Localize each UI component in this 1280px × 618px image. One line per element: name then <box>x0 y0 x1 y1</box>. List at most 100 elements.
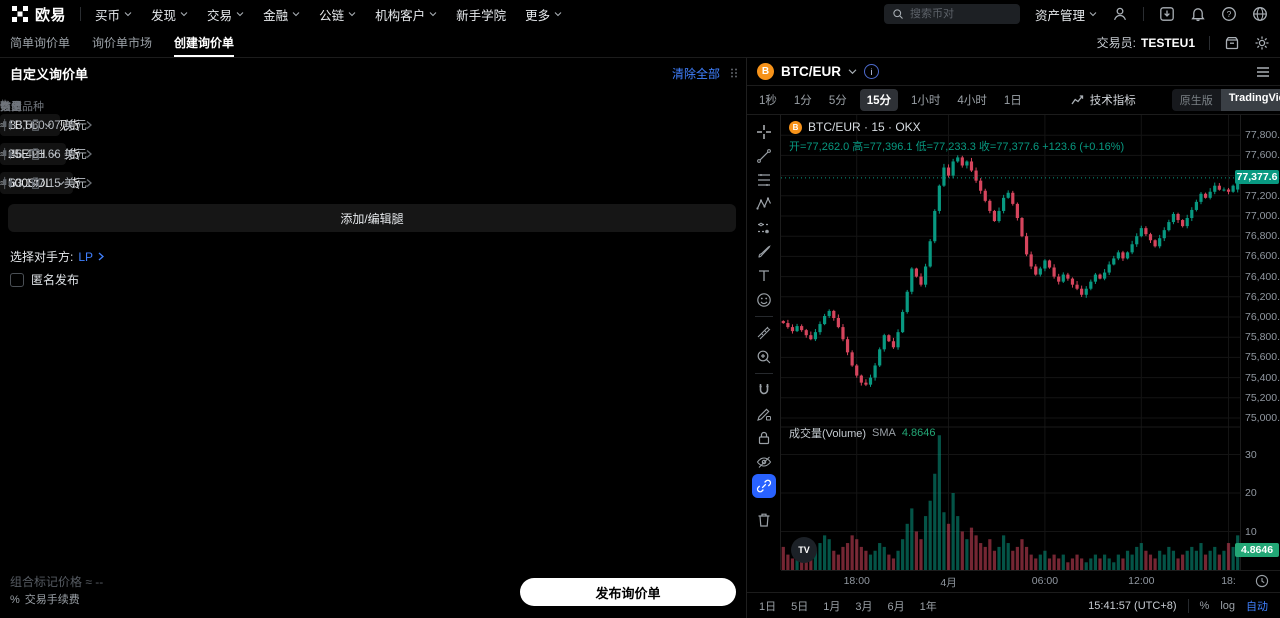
menu-item-trade[interactable]: 交易 <box>207 5 244 24</box>
fib-tool-icon[interactable] <box>752 168 776 192</box>
download-app-icon[interactable] <box>1159 6 1175 22</box>
percent-scale-button[interactable]: % <box>1199 599 1210 612</box>
time-axis-label: 18: <box>1221 575 1236 587</box>
crosshair-tool-icon[interactable] <box>752 120 776 144</box>
delete-leg-icon[interactable] <box>28 146 43 161</box>
legend-title: BTC/EUR · 15 · OKX <box>808 120 921 134</box>
mini-chart-icon[interactable] <box>0 146 15 161</box>
menu-item-academy[interactable]: 新手学院 <box>456 8 507 23</box>
price-axis-label: 76,800.0 <box>1245 230 1280 243</box>
mini-chart-icon[interactable] <box>0 117 15 132</box>
chart-header: B BTC/EUR i <box>747 58 1280 86</box>
menu-item-finance[interactable]: 金融 <box>263 5 300 24</box>
gear-icon[interactable] <box>1254 35 1270 51</box>
history-box-icon[interactable] <box>1224 35 1240 51</box>
counterparty-value[interactable]: LP <box>78 249 94 264</box>
tab-create-rfq[interactable]: 创建询价单 <box>174 28 235 57</box>
sync-drawings-icon[interactable] <box>751 474 776 498</box>
publish-rfq-button[interactable]: 发布询价单 <box>520 578 736 606</box>
help-icon[interactable]: ? <box>1221 6 1237 22</box>
indicators-button[interactable]: 技术指标 <box>1071 92 1136 108</box>
interval-1s[interactable]: 1秒 <box>759 95 777 107</box>
menu-item-chain[interactable]: 公链 <box>319 5 356 24</box>
brush-tool-icon[interactable] <box>752 240 776 264</box>
range-1d[interactable]: 1日 <box>759 600 777 613</box>
emoji-tool-icon[interactable] <box>752 288 776 312</box>
hide-drawings-icon[interactable] <box>752 450 776 474</box>
ruler-tool-icon[interactable] <box>752 321 776 345</box>
clock-icon[interactable] <box>1255 574 1269 588</box>
chevron-down-icon <box>50 151 58 156</box>
interval-1m[interactable]: 1分 <box>793 95 812 107</box>
pattern-tool-icon[interactable] <box>752 192 776 216</box>
search-box[interactable] <box>883 4 1020 24</box>
clear-all-button[interactable]: 清除全部 <box>671 66 720 81</box>
menu-item-institutional[interactable]: 机构客户 <box>375 5 437 24</box>
divider <box>1209 35 1210 50</box>
chevron-down-icon <box>57 180 65 185</box>
leg-usd-value: ≈ 83,560.07 美元 <box>0 119 87 132</box>
chevron-down-icon[interactable] <box>848 68 857 75</box>
interval-4h[interactable]: 4小时 <box>957 95 987 107</box>
menu-item-buy-crypto[interactable]: 买币 <box>95 5 132 24</box>
delete-leg-icon[interactable] <box>28 175 43 190</box>
search-icon <box>893 9 903 19</box>
edit-drawings-icon[interactable] <box>752 402 776 426</box>
magnet-tool-icon[interactable] <box>752 378 776 402</box>
chart-symbol: BTC/EUR <box>781 64 841 79</box>
menu-item-discover[interactable]: 发现 <box>151 5 188 24</box>
price-axis[interactable]: 77,377.6 4.8646 77,800.077,600.077,400.0… <box>1235 115 1280 570</box>
mode-native[interactable]: 原生版 <box>1179 95 1213 107</box>
tradingview-logo[interactable]: TV <box>791 537 817 563</box>
anonymous-checkbox[interactable] <box>10 272 24 287</box>
chart-footer: 1日 5日 1月 3月 6月 1年 15:41:57 (UTC+8) % log… <box>747 592 1280 618</box>
leg-row: 2 卖 ETH/EUR 现货 EUR 25 ETH ≈ 46,421.66 美元 <box>0 139 746 168</box>
delete-leg-icon[interactable] <box>28 117 43 132</box>
panel-resize-handle[interactable] <box>728 67 740 79</box>
rfq-tabs: 简单询价单 询价单市场 创建询价单 <box>10 28 235 57</box>
range-5d[interactable]: 5日 <box>791 600 809 613</box>
chevron-down-icon <box>44 122 52 127</box>
bell-icon[interactable] <box>1190 6 1206 22</box>
mini-chart-icon[interactable] <box>0 175 15 190</box>
menu-item-more[interactable]: 更多 <box>525 5 562 24</box>
trendline-tool-icon[interactable] <box>752 144 776 168</box>
globe-icon[interactable] <box>1252 6 1268 22</box>
text-tool-icon[interactable] <box>752 264 776 288</box>
okx-logo[interactable]: 欧易 <box>12 4 66 25</box>
add-edit-legs-button[interactable]: 添加/编辑腿 <box>8 204 736 232</box>
user-icon[interactable] <box>1112 6 1128 22</box>
tab-rfq-market[interactable]: 询价单市场 <box>92 36 153 50</box>
range-3mo[interactable]: 3月 <box>855 600 873 613</box>
nav-right-group: 资产管理 ? <box>883 4 1268 24</box>
chart-menu-icon[interactable] <box>1256 66 1270 78</box>
interval-1d[interactable]: 1日 <box>1003 95 1022 107</box>
volume-legend: 成交量(Volume) SMA 4.8646 <box>789 425 936 441</box>
search-input[interactable] <box>909 8 1012 20</box>
panel-splitter[interactable] <box>746 58 747 618</box>
position-tool-icon[interactable] <box>752 216 776 240</box>
chart-canvas[interactable]: B BTC/EUR · 15 · OKX 开=77,262.0 高=77,396… <box>781 115 1240 570</box>
remove-drawings-icon[interactable] <box>752 508 776 532</box>
info-icon[interactable]: i <box>864 64 879 79</box>
zoom-in-tool-icon[interactable] <box>752 345 776 369</box>
interval-15m[interactable]: 15分 <box>859 89 899 111</box>
asset-management-menu[interactable]: 资产管理 <box>1035 5 1097 24</box>
price-axis-label: 77,000.0 <box>1245 210 1280 222</box>
clock-timezone[interactable]: 15:41:57 (UTC+8) <box>1088 599 1177 612</box>
volume-axis-label: 20 <box>1245 487 1257 499</box>
amount-input[interactable]: 25 ETH <box>0 142 67 165</box>
lock-drawings-icon[interactable] <box>752 426 776 450</box>
log-scale-button[interactable]: log <box>1220 599 1235 612</box>
range-1y[interactable]: 1年 <box>919 600 937 613</box>
tab-simple-rfq[interactable]: 简单询价单 <box>10 36 71 50</box>
chevron-down-icon <box>348 12 356 17</box>
auto-scale-button[interactable]: 自动 <box>1246 600 1268 613</box>
mode-tradingview[interactable]: TradingView <box>1220 89 1280 111</box>
interval-5m[interactable]: 5分 <box>828 95 847 107</box>
range-1mo[interactable]: 1月 <box>823 600 841 613</box>
interval-1h[interactable]: 1小时 <box>911 95 941 107</box>
time-axis[interactable]: 18:00 4月 06:00 12:00 18: <box>781 570 1280 592</box>
range-6mo[interactable]: 6月 <box>887 600 905 613</box>
